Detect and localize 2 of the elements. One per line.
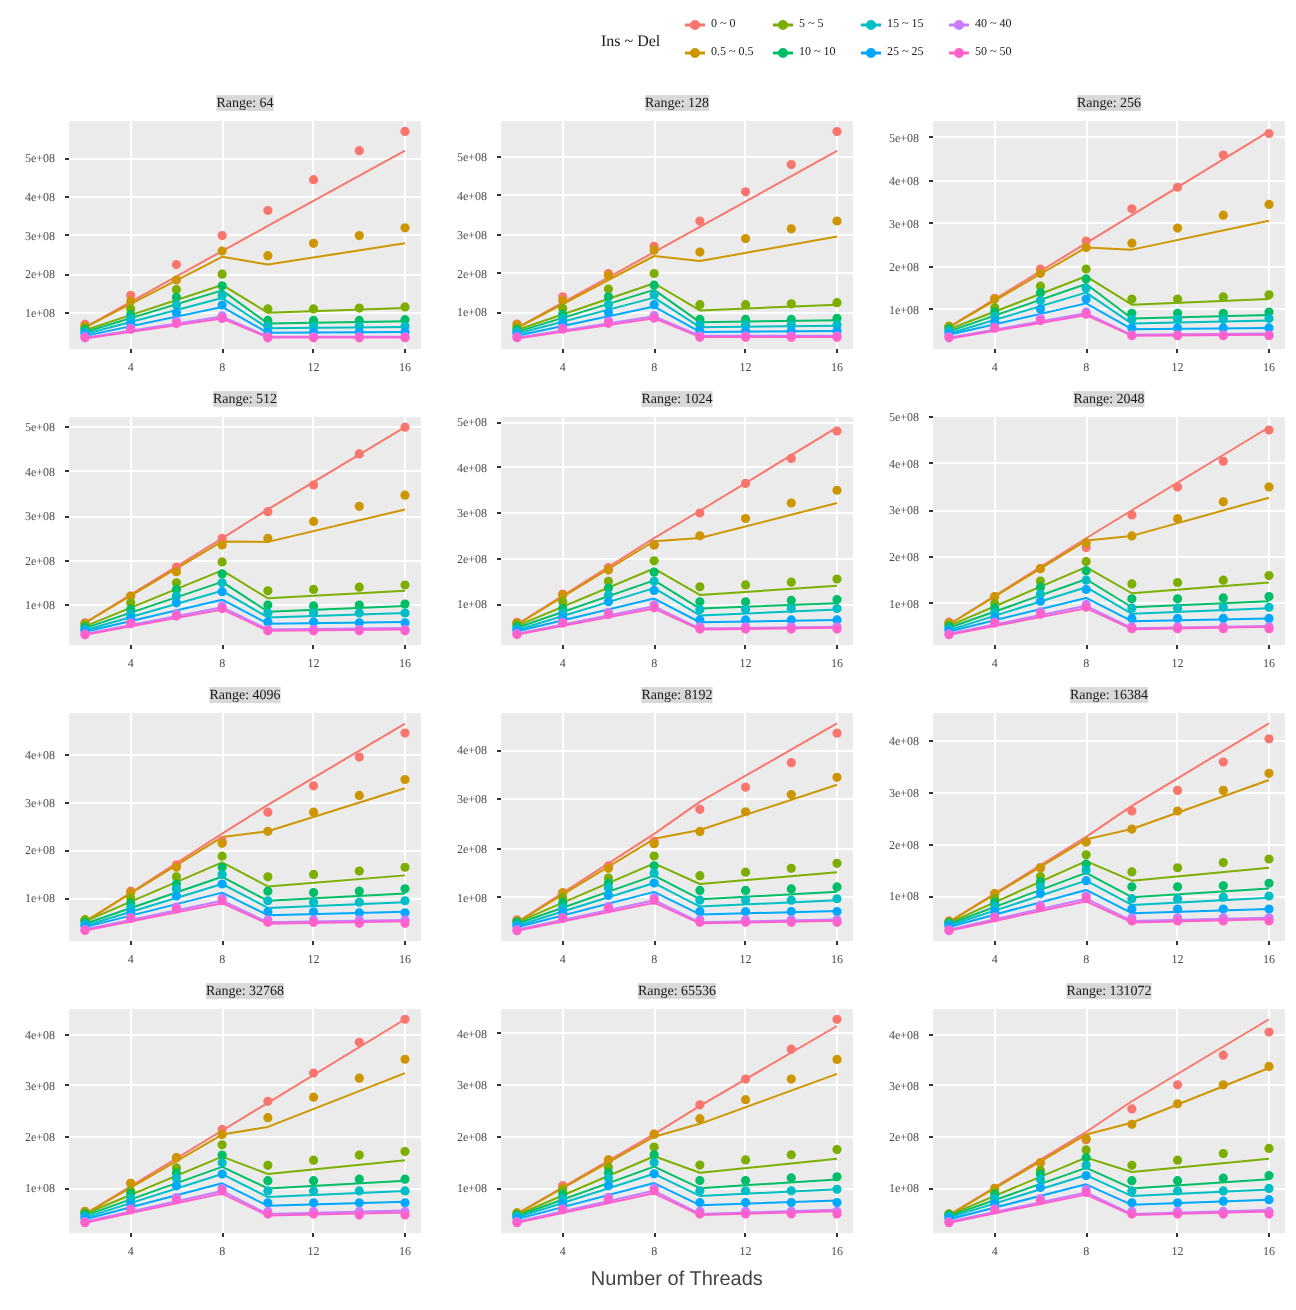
x-axis-title: Number of Threads — [590, 1269, 763, 1291]
legend-title: Ins ~ Del — [601, 32, 662, 50]
